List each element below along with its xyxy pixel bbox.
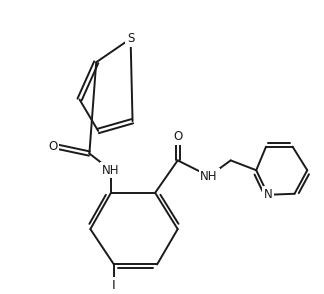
Text: O: O [173,130,182,143]
Text: O: O [48,140,58,153]
Text: S: S [127,32,134,45]
Text: N: N [264,188,272,201]
Text: I: I [112,278,116,292]
Text: NH: NH [102,164,120,177]
Text: NH: NH [200,170,218,183]
